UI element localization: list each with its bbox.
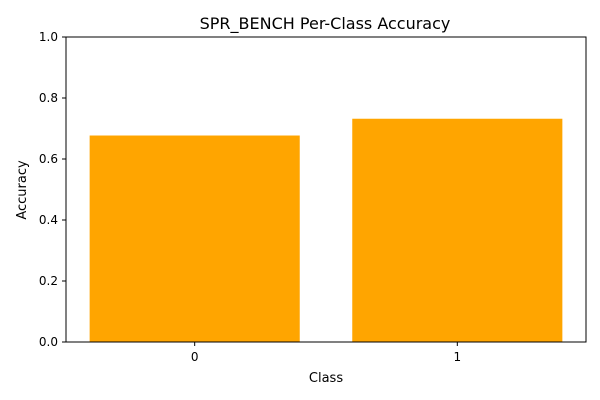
bars-group [89, 118, 563, 343]
x-axis-label: Class [309, 371, 343, 386]
y-axis-ticks: 0.0 0.2 0.4 0.6 0.8 1.0 [39, 30, 66, 349]
y-tick-label: 0.8 [39, 91, 58, 105]
y-tick-label: 0.0 [39, 335, 58, 349]
bar-class-0 [89, 135, 300, 342]
chart-title: SPR_BENCH Per-Class Accuracy [200, 14, 451, 34]
bar-class-1 [352, 118, 563, 343]
y-axis-label: Accuracy [15, 160, 30, 220]
x-tick-label: 1 [453, 350, 461, 364]
y-tick-label: 0.4 [39, 213, 58, 227]
x-tick-label: 0 [191, 350, 199, 364]
y-tick-label: 1.0 [39, 30, 58, 44]
y-tick-label: 0.2 [39, 274, 58, 288]
plot-frame [65, 36, 587, 343]
y-tick-label: 0.6 [39, 152, 58, 166]
